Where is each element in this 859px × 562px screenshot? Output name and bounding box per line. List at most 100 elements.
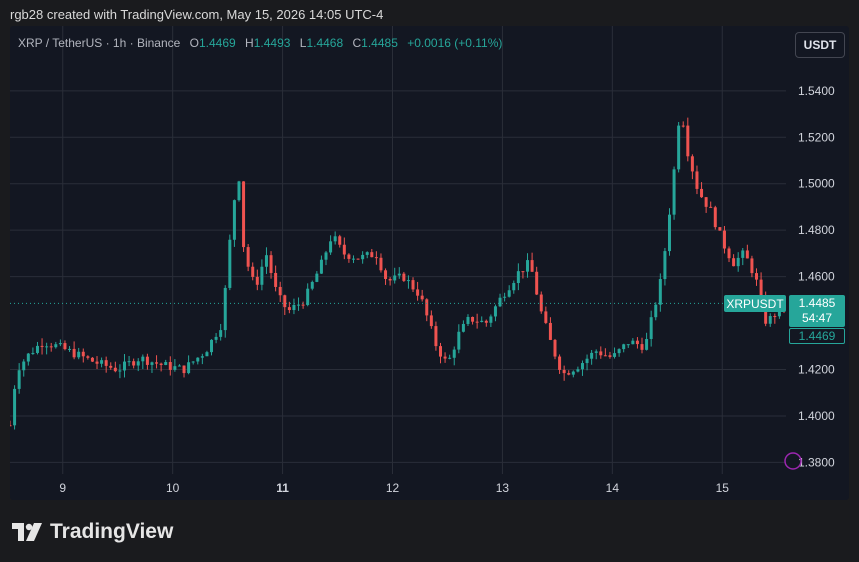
candle-body (700, 188, 704, 198)
replay-icon[interactable] (784, 452, 802, 470)
candle-body (164, 362, 168, 365)
candle-body (384, 270, 388, 279)
candle-body (750, 258, 754, 274)
candle-body (759, 279, 763, 298)
candle-body (347, 254, 351, 259)
candle-body (640, 344, 644, 350)
candle-body (672, 169, 676, 215)
candle-body (145, 356, 149, 365)
close-value: 1.4485 (361, 36, 398, 50)
candle-body (741, 250, 745, 258)
candle-body (461, 323, 465, 332)
candle-body (654, 304, 658, 318)
candle-body (663, 251, 667, 280)
chart-panel[interactable]: 1.5400 1.5200 1.5000 1.4800 1.4600 1.4200 1.40… (10, 26, 849, 500)
candle-body (681, 125, 685, 127)
candle-body (10, 425, 12, 427)
candle-body (22, 361, 26, 371)
grid-lines (10, 26, 786, 474)
candle-body (722, 230, 726, 249)
tradingview-footer: TradingView (12, 520, 173, 544)
candle-body (77, 351, 81, 358)
candle-body (196, 357, 200, 362)
candles (10, 117, 786, 430)
candle-body (329, 241, 333, 253)
time-tick-label: 9 (59, 481, 66, 495)
candle-body (695, 171, 699, 189)
candle-body (645, 338, 649, 350)
time-tick-label: 10 (166, 481, 180, 495)
candle-body (356, 258, 360, 260)
candle-body (393, 275, 397, 281)
candle-body (219, 330, 223, 337)
candle-body (26, 353, 30, 362)
candle-body (690, 156, 694, 172)
candle-body (210, 339, 214, 353)
candle-body (168, 362, 172, 370)
time-tick-label: 11 (276, 481, 289, 495)
candle-body (439, 346, 443, 357)
candle-body (603, 355, 607, 357)
price-tick-label: 1.4800 (798, 223, 835, 237)
candle-body (489, 316, 493, 323)
candle-body (466, 316, 470, 324)
candle-body (388, 278, 392, 281)
candle-body (17, 370, 21, 389)
candle-body (755, 273, 759, 280)
candle-body (136, 361, 140, 366)
price-tick-label: 1.5200 (798, 130, 835, 144)
candle-body (310, 281, 314, 289)
change-value: +0.0016 (+0.11%) (407, 36, 503, 50)
candle-body (553, 339, 557, 357)
candle-body (260, 266, 264, 285)
symbol-legend: XRP / TetherUS · 1h · Binance O1.4469 H1… (18, 36, 503, 50)
candle-body (301, 304, 305, 306)
candle-body (548, 322, 552, 340)
candle-body (205, 352, 209, 357)
candle-body (113, 367, 117, 372)
candle-body (425, 299, 429, 316)
candle-body (45, 346, 49, 348)
candle-body (237, 181, 241, 201)
last-price-tag: 1.4485 54:47 (789, 295, 845, 328)
symbol-title: XRP / TetherUS · 1h · Binance (18, 36, 181, 50)
candle-body (516, 271, 520, 284)
candle-body (727, 248, 731, 259)
candlestick-chart[interactable]: 1.5400 1.5200 1.5000 1.4800 1.4600 1.4200 1.40… (10, 26, 849, 500)
candle-body (319, 259, 323, 274)
time-tick-label: 14 (606, 481, 620, 495)
time-tick-label: 13 (496, 481, 510, 495)
candle-body (635, 340, 639, 345)
candle-body (333, 236, 337, 242)
price-tick-label: 1.4600 (798, 270, 835, 284)
candle-body (704, 197, 708, 207)
candle-body (535, 271, 539, 295)
candle-body (58, 343, 62, 345)
candle-body (155, 362, 159, 364)
candle-body (503, 296, 507, 298)
low-value: 1.4468 (306, 36, 344, 50)
candle-body (567, 373, 571, 375)
candle-body (585, 358, 589, 364)
candle-body (90, 357, 94, 362)
open-price-tag: 1.4469 (789, 328, 845, 345)
candle-body (374, 257, 378, 259)
candle-body (457, 331, 461, 350)
candle-body (379, 257, 383, 271)
price-tick-label: 1.3800 (798, 455, 835, 469)
candle-body (127, 361, 131, 363)
candle-body (104, 360, 108, 366)
price-tick-label: 1.5000 (798, 177, 835, 191)
currency-button[interactable]: USDT (795, 32, 845, 58)
bar-countdown: 54:47 (801, 311, 833, 326)
candle-body (718, 227, 722, 231)
candle-body (122, 361, 126, 371)
candle-body (141, 356, 145, 362)
candle-body (617, 349, 621, 354)
price-tick-label: 1.4000 (798, 409, 835, 423)
candle-body (732, 258, 736, 267)
candle-body (35, 345, 39, 353)
candle-body (745, 250, 749, 259)
candle-body (306, 288, 310, 306)
candle-body (274, 272, 278, 287)
